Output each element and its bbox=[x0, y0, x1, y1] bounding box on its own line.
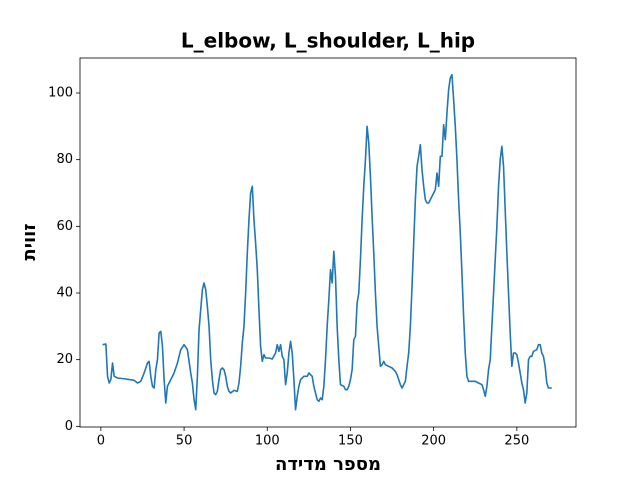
y-tick-label: 80 bbox=[56, 152, 73, 167]
axes-frame bbox=[79, 57, 577, 428]
x-tick-label: 200 bbox=[421, 434, 446, 449]
y-tick-label: 0 bbox=[65, 419, 73, 434]
x-tick-label: 0 bbox=[97, 434, 105, 449]
x-tick-label: 100 bbox=[255, 434, 280, 449]
chart-title: L_elbow, L_shoulder, L_hip bbox=[181, 29, 475, 53]
x-tick-label: 250 bbox=[504, 434, 529, 449]
y-axis-label: זווית bbox=[19, 223, 40, 260]
data-line bbox=[102, 73, 552, 411]
y-tick-label: 60 bbox=[56, 219, 73, 234]
y-tick-label: 100 bbox=[48, 86, 73, 101]
x-axis-label: מספר מדידה bbox=[275, 454, 381, 475]
y-tick-label: 40 bbox=[56, 286, 73, 301]
y-tick-label: 20 bbox=[56, 352, 73, 367]
x-tick-label: 150 bbox=[338, 434, 363, 449]
x-tick-label: 50 bbox=[176, 434, 193, 449]
